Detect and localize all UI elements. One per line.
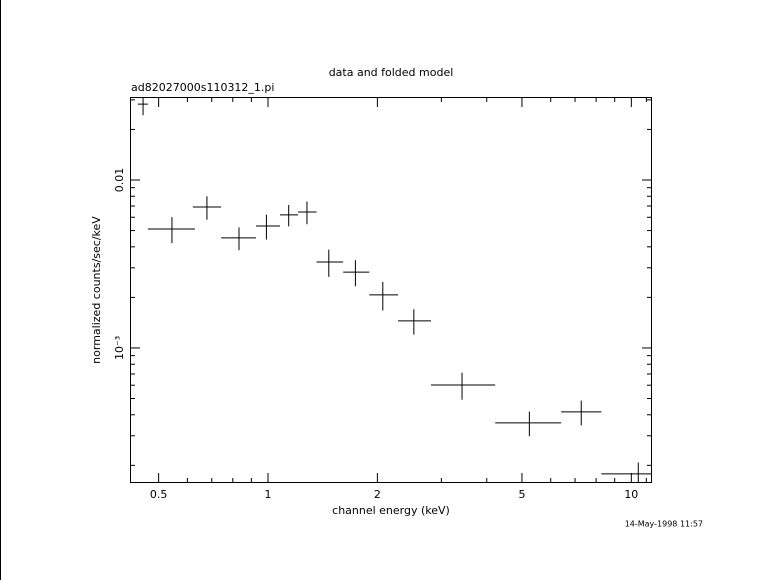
x-axis-label: channel energy (keV) — [332, 504, 450, 517]
x-tick-label: 10 — [624, 488, 638, 501]
y-axis-label: normalized counts/sec/keV — [90, 216, 103, 364]
x-tick-label: 1 — [265, 488, 272, 501]
chart-subtitle: ad82027000s110312_1.pi — [131, 81, 274, 94]
y-tick-label: 10⁻³ — [113, 336, 126, 360]
plot-area — [137, 97, 652, 483]
y-tick-label: 0.01 — [113, 168, 126, 193]
chart-title: data and folded model — [329, 66, 454, 79]
x-tick-label: 5 — [518, 488, 525, 501]
x-tick-label: 2 — [374, 488, 381, 501]
x-tick-label: 0.5 — [150, 488, 168, 501]
timestamp: 14-May-1998 11:57 — [625, 520, 703, 529]
plot-frame — [130, 97, 652, 483]
